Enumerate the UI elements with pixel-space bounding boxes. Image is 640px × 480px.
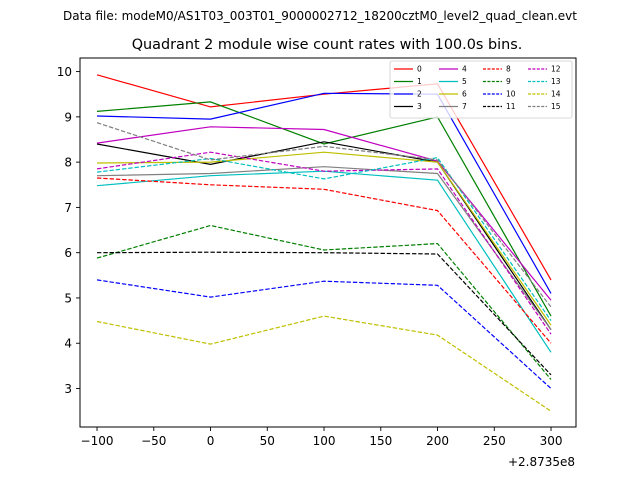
- x-tick-label: 300: [540, 434, 563, 448]
- legend-label-15: 15: [551, 102, 561, 111]
- series-line-0: [96, 74, 552, 281]
- series-line-1: [96, 101, 552, 317]
- y-tick-label: 3: [64, 382, 72, 396]
- legend-label-2: 2: [417, 90, 422, 99]
- legend-label-3: 3: [417, 102, 422, 111]
- y-tick-label: 6: [64, 246, 72, 260]
- legend-label-0: 0: [417, 65, 422, 74]
- legend-label-9: 9: [506, 77, 511, 86]
- series-line-15: [96, 122, 552, 308]
- chart-title: Quadrant 2 module wise count rates with …: [132, 37, 523, 53]
- plot-border: [79, 57, 577, 428]
- legend-frame: [389, 60, 573, 119]
- series-layer: [96, 74, 552, 412]
- series-line-2: [96, 92, 552, 294]
- legend-label-8: 8: [506, 65, 511, 74]
- series-line-9: [96, 224, 552, 380]
- series-line-5: [96, 170, 552, 353]
- series-line-7: [96, 166, 552, 331]
- x-tick-label: −50: [141, 434, 166, 448]
- y-tick-label: 10: [57, 65, 72, 79]
- x-axis: −100 −50 0 50 100 150 200 250 300: [81, 427, 563, 448]
- series-line-4: [96, 126, 552, 301]
- series-line-6: [96, 151, 552, 326]
- legend-label-12: 12: [551, 65, 561, 74]
- legend-label-5: 5: [462, 77, 467, 86]
- y-tick-label: 5: [64, 291, 72, 305]
- x-tick-label: 50: [260, 434, 275, 448]
- x-tick-label: 0: [207, 434, 215, 448]
- series-line-8: [96, 177, 552, 344]
- series-line-13: [96, 156, 552, 321]
- x-tick-label: 150: [369, 434, 392, 448]
- series-line-12: [96, 151, 552, 335]
- legend-label-14: 14: [551, 90, 561, 99]
- legend-label-6: 6: [462, 90, 467, 99]
- y-tick-label: 9: [64, 110, 72, 124]
- series-line-14: [96, 315, 552, 412]
- legend-label-10: 10: [506, 90, 516, 99]
- series-line-11: [96, 251, 552, 376]
- legend-label-4: 4: [462, 65, 467, 74]
- x-tick-label: 200: [426, 434, 449, 448]
- y-tick-label: 8: [64, 156, 72, 170]
- legend-label-13: 13: [551, 77, 561, 86]
- y-tick-label: 4: [64, 337, 72, 351]
- y-axis: 3 4 5 6 7 8 9 10: [57, 65, 80, 396]
- x-tick-label: 250: [483, 434, 506, 448]
- plot-area: [79, 57, 577, 428]
- x-tick-label: 100: [313, 434, 336, 448]
- figure-suptitle: Data file: modeM0/AS1T03_003T01_90000027…: [63, 9, 577, 23]
- legend-label-11: 11: [506, 102, 516, 111]
- legend-label-7: 7: [462, 102, 467, 111]
- series-line-10: [96, 279, 552, 389]
- x-axis-offset-label: +2.8735e8: [508, 455, 575, 469]
- y-tick-label: 7: [64, 201, 72, 215]
- legend-label-1: 1: [417, 77, 422, 86]
- x-tick-label: −100: [81, 434, 114, 448]
